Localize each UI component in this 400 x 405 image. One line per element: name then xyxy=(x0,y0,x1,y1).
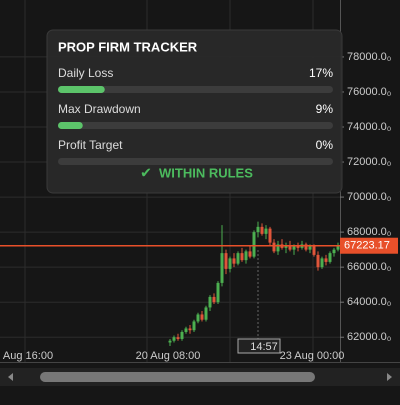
crosshair-label: 14:57 xyxy=(250,341,278,353)
x-tick-label: 20 Aug 08:00 xyxy=(136,350,201,362)
progress-track xyxy=(58,86,333,93)
row-value: 0% xyxy=(316,138,334,152)
x-tick-label: 23 Aug 00:00 xyxy=(280,350,345,362)
row-label: Profit Target xyxy=(58,138,123,152)
candle-body xyxy=(304,244,308,250)
y-tick-label: 68000.0₀ xyxy=(347,226,391,238)
price-label: 67223.17 xyxy=(344,240,390,252)
candle-body xyxy=(312,246,316,255)
candle-body xyxy=(240,253,244,261)
panel-title: PROP FIRM TRACKER xyxy=(58,39,198,54)
progress-track xyxy=(58,122,333,129)
candle-body xyxy=(316,254,320,268)
candle-body xyxy=(268,228,272,243)
y-tick-label: 70000.0₀ xyxy=(347,191,391,203)
candle-body xyxy=(264,228,268,234)
candle-body xyxy=(288,246,292,250)
candle-body xyxy=(220,253,224,283)
candle-body xyxy=(236,253,240,264)
candle-body xyxy=(272,242,276,252)
row-label: Max Drawdown xyxy=(58,102,141,116)
candle-body xyxy=(212,296,216,303)
candle-body xyxy=(332,249,336,254)
candle-body xyxy=(252,232,256,257)
candle-body xyxy=(184,328,188,332)
candle-body xyxy=(188,328,192,331)
tracker-panel xyxy=(46,29,343,194)
candle-body xyxy=(244,251,248,261)
status-text: WITHIN RULES xyxy=(159,165,253,180)
candle-body xyxy=(216,282,220,303)
scrollbar-thumb[interactable] xyxy=(40,372,315,382)
candle-body xyxy=(320,258,324,268)
candle-body xyxy=(260,226,264,234)
candle-body xyxy=(208,296,212,308)
candle-body xyxy=(284,246,288,248)
row-label: Daily Loss xyxy=(58,66,113,80)
y-tick-label: 74000.0₀ xyxy=(347,121,391,133)
progress-fill xyxy=(58,86,105,93)
y-tick-label: 72000.0₀ xyxy=(347,156,391,168)
candle-body xyxy=(172,337,176,341)
candle-body xyxy=(228,258,232,269)
candle-body xyxy=(324,258,328,262)
row-value: 17% xyxy=(309,66,333,80)
candle-body xyxy=(328,253,332,262)
candle-body xyxy=(292,246,296,250)
candle-body xyxy=(192,321,196,331)
scroll-right[interactable] xyxy=(387,373,392,381)
candle-body xyxy=(248,251,252,257)
candle-body xyxy=(276,244,280,252)
y-tick-label: 66000.0₀ xyxy=(347,261,391,273)
candle-body xyxy=(224,253,228,269)
scroll-left[interactable] xyxy=(8,373,13,381)
candle-body xyxy=(168,340,172,343)
candle-body xyxy=(308,246,312,250)
y-tick-label: 62000.0₀ xyxy=(347,331,391,343)
candle-body xyxy=(180,331,184,339)
price-label-box xyxy=(340,237,398,254)
y-tick-label: 76000.0₀ xyxy=(347,86,391,98)
candle-body xyxy=(196,314,200,322)
candle-body xyxy=(204,307,208,320)
progress-track xyxy=(58,158,333,165)
candle-body xyxy=(200,314,204,320)
candle-body xyxy=(176,337,180,339)
status-icon: ✔ xyxy=(140,165,152,181)
row-value: 9% xyxy=(316,102,334,116)
y-tick-label: 78000.0₀ xyxy=(347,51,391,63)
y-tick-label: 64000.0₀ xyxy=(347,296,391,308)
crosshair-box xyxy=(237,338,281,354)
candle-body xyxy=(232,258,236,264)
progress-fill xyxy=(58,122,83,129)
candle-body xyxy=(336,245,340,250)
candle-body xyxy=(256,226,260,233)
candle-body xyxy=(296,246,300,248)
x-tick-label: Aug 16:00 xyxy=(3,350,53,362)
